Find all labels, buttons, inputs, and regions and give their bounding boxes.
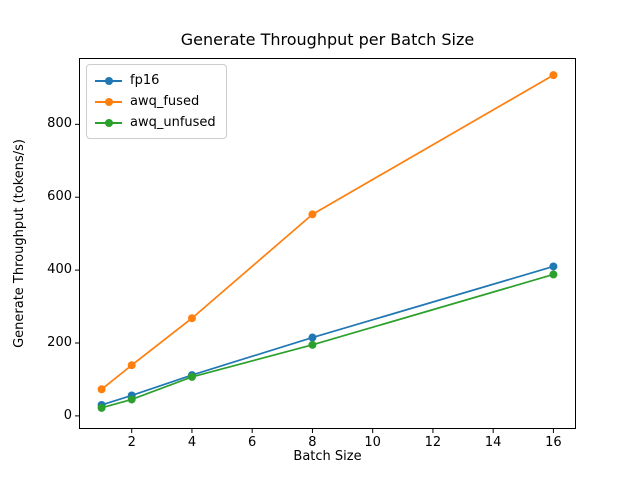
y-tick-label: 400: [47, 262, 72, 278]
data-point-awq_fused: [187, 314, 196, 323]
x-tick-label: 12: [424, 435, 442, 450]
legend-marker-icon: [104, 76, 113, 85]
x-tick-label: 14: [484, 435, 502, 450]
x-tick-label: 16: [545, 435, 562, 450]
data-point-awq_unfused: [308, 340, 317, 349]
legend-item-fp16: fp16: [95, 70, 216, 91]
x-tick-label: 2: [127, 435, 136, 450]
legend-label: fp16: [130, 73, 160, 88]
series-line-awq_unfused: [100, 273, 555, 409]
data-point-awq_unfused: [549, 270, 558, 279]
legend-item-awq-unfused: awq_unfused: [95, 112, 216, 133]
x-tick-label: 4: [187, 435, 197, 450]
y-tick-label: 200: [47, 334, 72, 350]
legend-line-sample: [95, 97, 122, 106]
legend-marker-icon: [104, 97, 113, 106]
x-tick-label: 10: [364, 435, 381, 450]
data-point-awq_fused: [97, 385, 106, 394]
legend-label: awq_unfused: [130, 115, 216, 130]
x-tick-label: 6: [248, 435, 257, 450]
data-point-awq_unfused: [127, 395, 136, 404]
y-tick-label: 800: [47, 116, 72, 132]
x-axis-label: Batch Size: [293, 449, 362, 464]
axes-spines: [79, 58, 576, 429]
y-axis-label: Generate Throughput (tokens/s): [11, 139, 27, 348]
y-axis-label-wrap: Generate Throughput (tokens/s): [6, 58, 32, 429]
y-tick-label: 600: [47, 189, 72, 205]
data-point-awq_fused: [127, 361, 136, 370]
data-point-awq_fused: [549, 71, 558, 80]
x-tick-label: 8: [308, 435, 317, 450]
legend-line-sample: [95, 76, 122, 85]
legend-line-sample: [95, 118, 122, 127]
legend-item-awq-fused: awq_fused: [95, 91, 216, 112]
legend-marker-icon: [104, 118, 113, 127]
data-point-awq_unfused: [187, 372, 196, 381]
legend-label: awq_fused: [130, 94, 200, 109]
data-point-awq_fused: [308, 210, 317, 219]
y-tick-label: 0: [63, 407, 72, 423]
data-point-fp16: [308, 333, 317, 342]
chart-title: Generate Throughput per Batch Size: [180, 30, 475, 49]
data-point-fp16: [549, 262, 558, 271]
legend: fp16 awq_fused awq_unfused: [86, 64, 227, 139]
data-point-awq_unfused: [97, 403, 106, 412]
